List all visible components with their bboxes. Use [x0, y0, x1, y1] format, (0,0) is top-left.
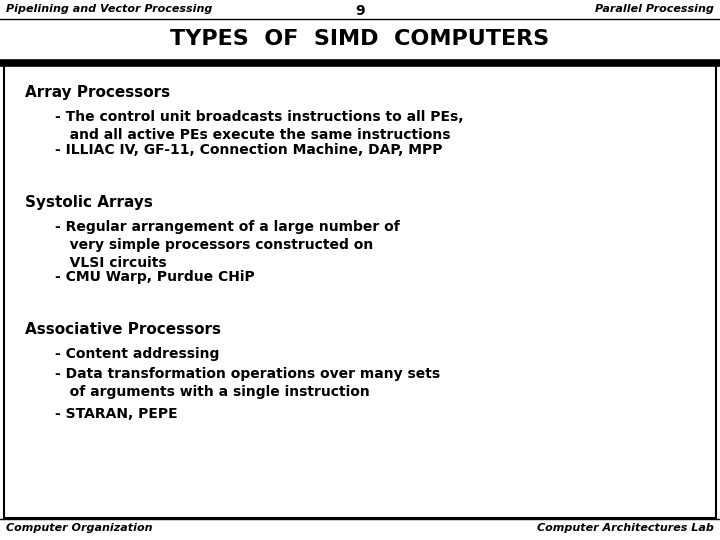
Text: Computer Organization: Computer Organization	[6, 523, 153, 533]
Text: - Regular arrangement of a large number of
   very simple processors constructed: - Regular arrangement of a large number …	[55, 220, 400, 269]
Text: Systolic Arrays: Systolic Arrays	[25, 195, 153, 210]
Text: - Content addressing: - Content addressing	[55, 347, 220, 361]
Bar	[0, 20, 720, 58]
Text: - The control unit broadcasts instructions to all PEs,
   and all active PEs exe: - The control unit broadcasts instructio…	[55, 110, 464, 142]
Text: Pipelining and Vector Processing: Pipelining and Vector Processing	[6, 4, 212, 14]
Text: - Data transformation operations over many sets
   of arguments with a single in: - Data transformation operations over ma…	[55, 367, 440, 399]
Text: - STARAN, PEPE: - STARAN, PEPE	[55, 407, 178, 421]
Text: TYPES  OF  SIMD  COMPUTERS: TYPES OF SIMD COMPUTERS	[171, 29, 549, 49]
Bar	[4, 64, 716, 518]
Text: Parallel Processing: Parallel Processing	[595, 4, 714, 14]
Text: Array Processors: Array Processors	[25, 85, 170, 100]
Text: - ILLIAC IV, GF-11, Connection Machine, DAP, MPP: - ILLIAC IV, GF-11, Connection Machine, …	[55, 143, 443, 157]
Text: 9: 9	[355, 4, 365, 18]
Text: Associative Processors: Associative Processors	[25, 322, 221, 337]
Text: Computer Architectures Lab: Computer Architectures Lab	[537, 523, 714, 533]
Text: - CMU Warp, Purdue CHiP: - CMU Warp, Purdue CHiP	[55, 270, 255, 284]
